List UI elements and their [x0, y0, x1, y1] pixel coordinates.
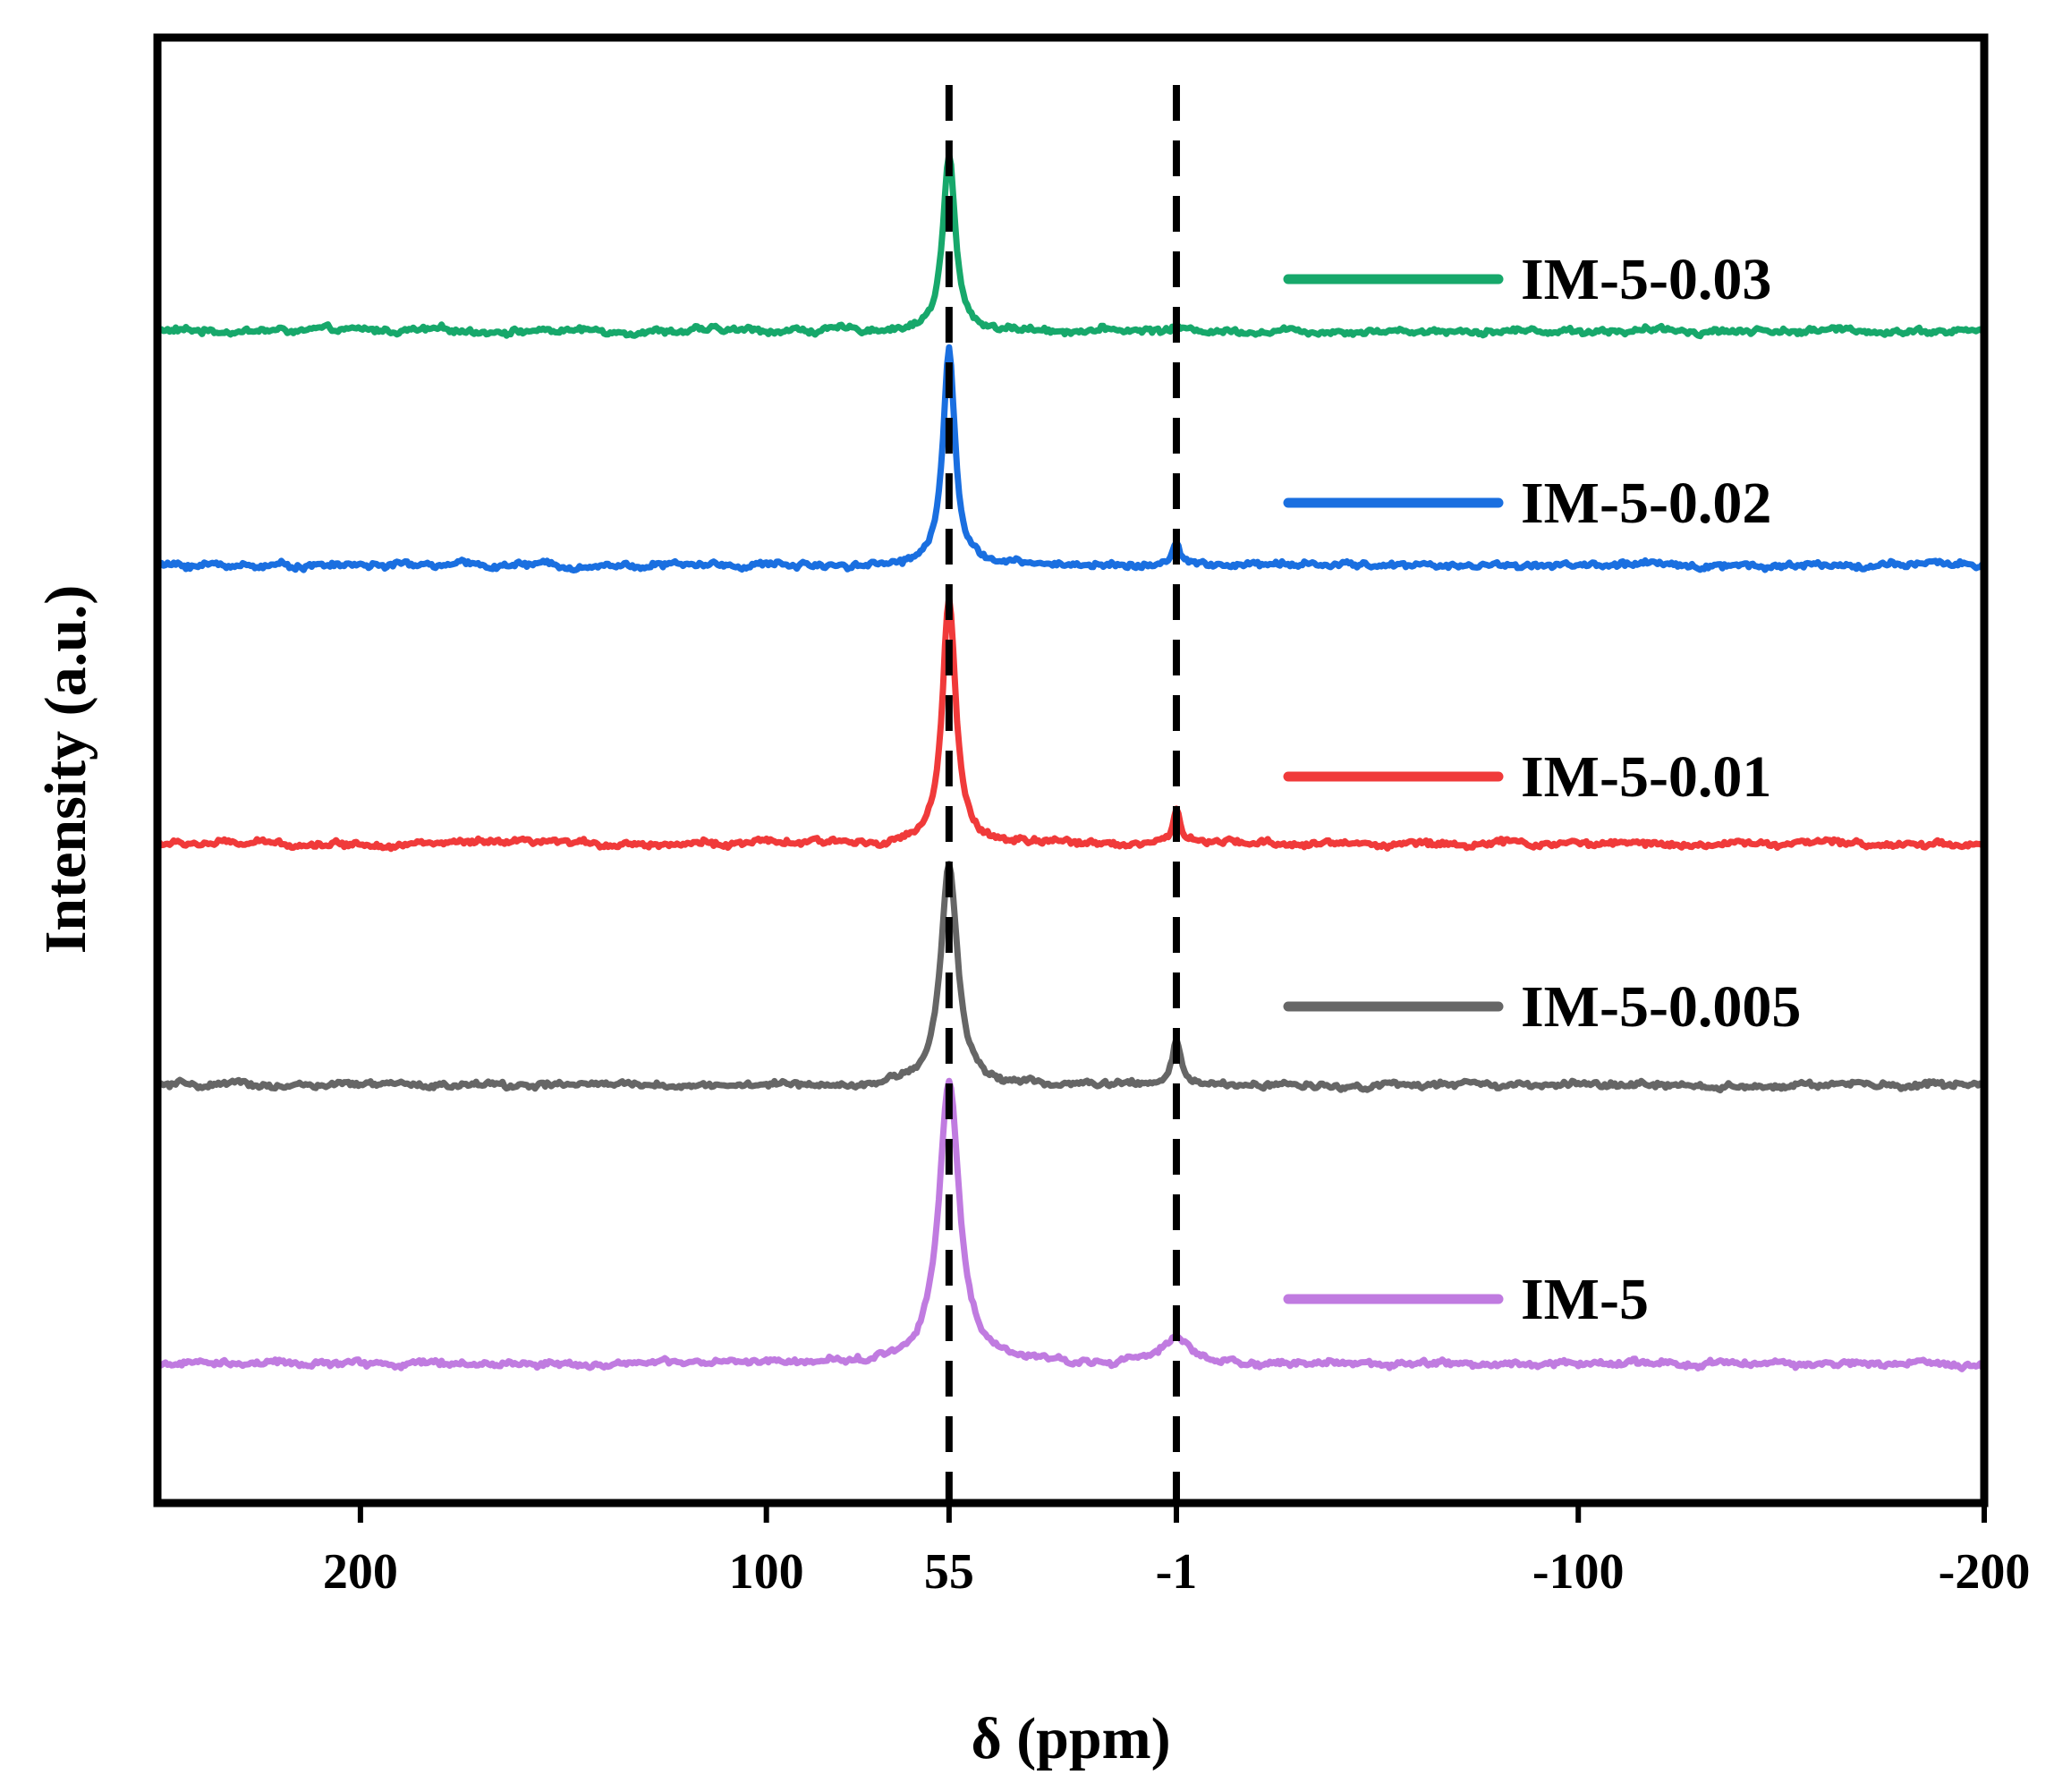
x-tick-label: 200: [323, 1544, 398, 1600]
x-axis-ticks: 200 100 55 -1 -100 -200: [323, 1503, 2030, 1600]
x-tick-label: -1: [1156, 1544, 1198, 1600]
legend-label: IM-5-0.02: [1521, 471, 1771, 536]
plot-frame: [153, 33, 1989, 1507]
legend-label: IM-5-0.03: [1521, 247, 1771, 312]
legend: IM-5-0.03 IM-5-0.02 IM-5-0.01 IM-5-0.005 IM-…: [1283, 247, 1801, 1332]
series-line-im-5: [155, 1077, 1987, 1372]
x-tick-label: 100: [729, 1544, 804, 1600]
series-line-im-5-0-02: [156, 344, 1986, 573]
x-tick-label: 55: [924, 1544, 974, 1600]
y-axis-label: Intensity (a.u.): [33, 585, 98, 955]
series-line-im-5-0-005: [155, 861, 1987, 1094]
series-layer: [155, 151, 1987, 1372]
legend-label: IM-5-0.005: [1521, 974, 1801, 1040]
legend-label: IM-5: [1521, 1267, 1649, 1332]
series-line-im-5-0-01: [156, 594, 1986, 853]
legend-label: IM-5-0.01: [1521, 744, 1771, 810]
x-tick-label: -200: [1939, 1544, 2031, 1600]
x-axis-label: δ (ppm): [971, 1706, 1170, 1771]
series-line-im-5-0-03: [156, 151, 1987, 340]
reference-lines: [945, 85, 1180, 1503]
x-tick-label: -100: [1532, 1544, 1625, 1600]
